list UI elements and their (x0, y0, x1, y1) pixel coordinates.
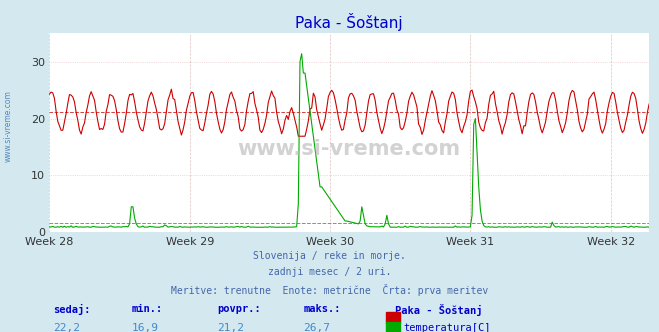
Text: 21,2: 21,2 (217, 323, 244, 332)
Text: Meritve: trenutne  Enote: metrične  Črta: prva meritev: Meritve: trenutne Enote: metrične Črta: … (171, 284, 488, 296)
Text: 16,9: 16,9 (132, 323, 159, 332)
Text: zadnji mesec / 2 uri.: zadnji mesec / 2 uri. (268, 267, 391, 277)
Text: www.si-vreme.com: www.si-vreme.com (238, 139, 461, 159)
Text: Slovenija / reke in morje.: Slovenija / reke in morje. (253, 251, 406, 261)
Text: www.si-vreme.com: www.si-vreme.com (3, 90, 13, 162)
Text: Paka - Šoštanj: Paka - Šoštanj (395, 304, 483, 316)
Text: povpr.:: povpr.: (217, 304, 261, 314)
Text: min.:: min.: (132, 304, 163, 314)
Text: sedaj:: sedaj: (53, 304, 90, 315)
Title: Paka - Šoštanj: Paka - Šoštanj (295, 13, 403, 31)
Text: maks.:: maks.: (303, 304, 341, 314)
Text: temperatura[C]: temperatura[C] (403, 323, 491, 332)
Text: 22,2: 22,2 (53, 323, 80, 332)
Text: 26,7: 26,7 (303, 323, 330, 332)
